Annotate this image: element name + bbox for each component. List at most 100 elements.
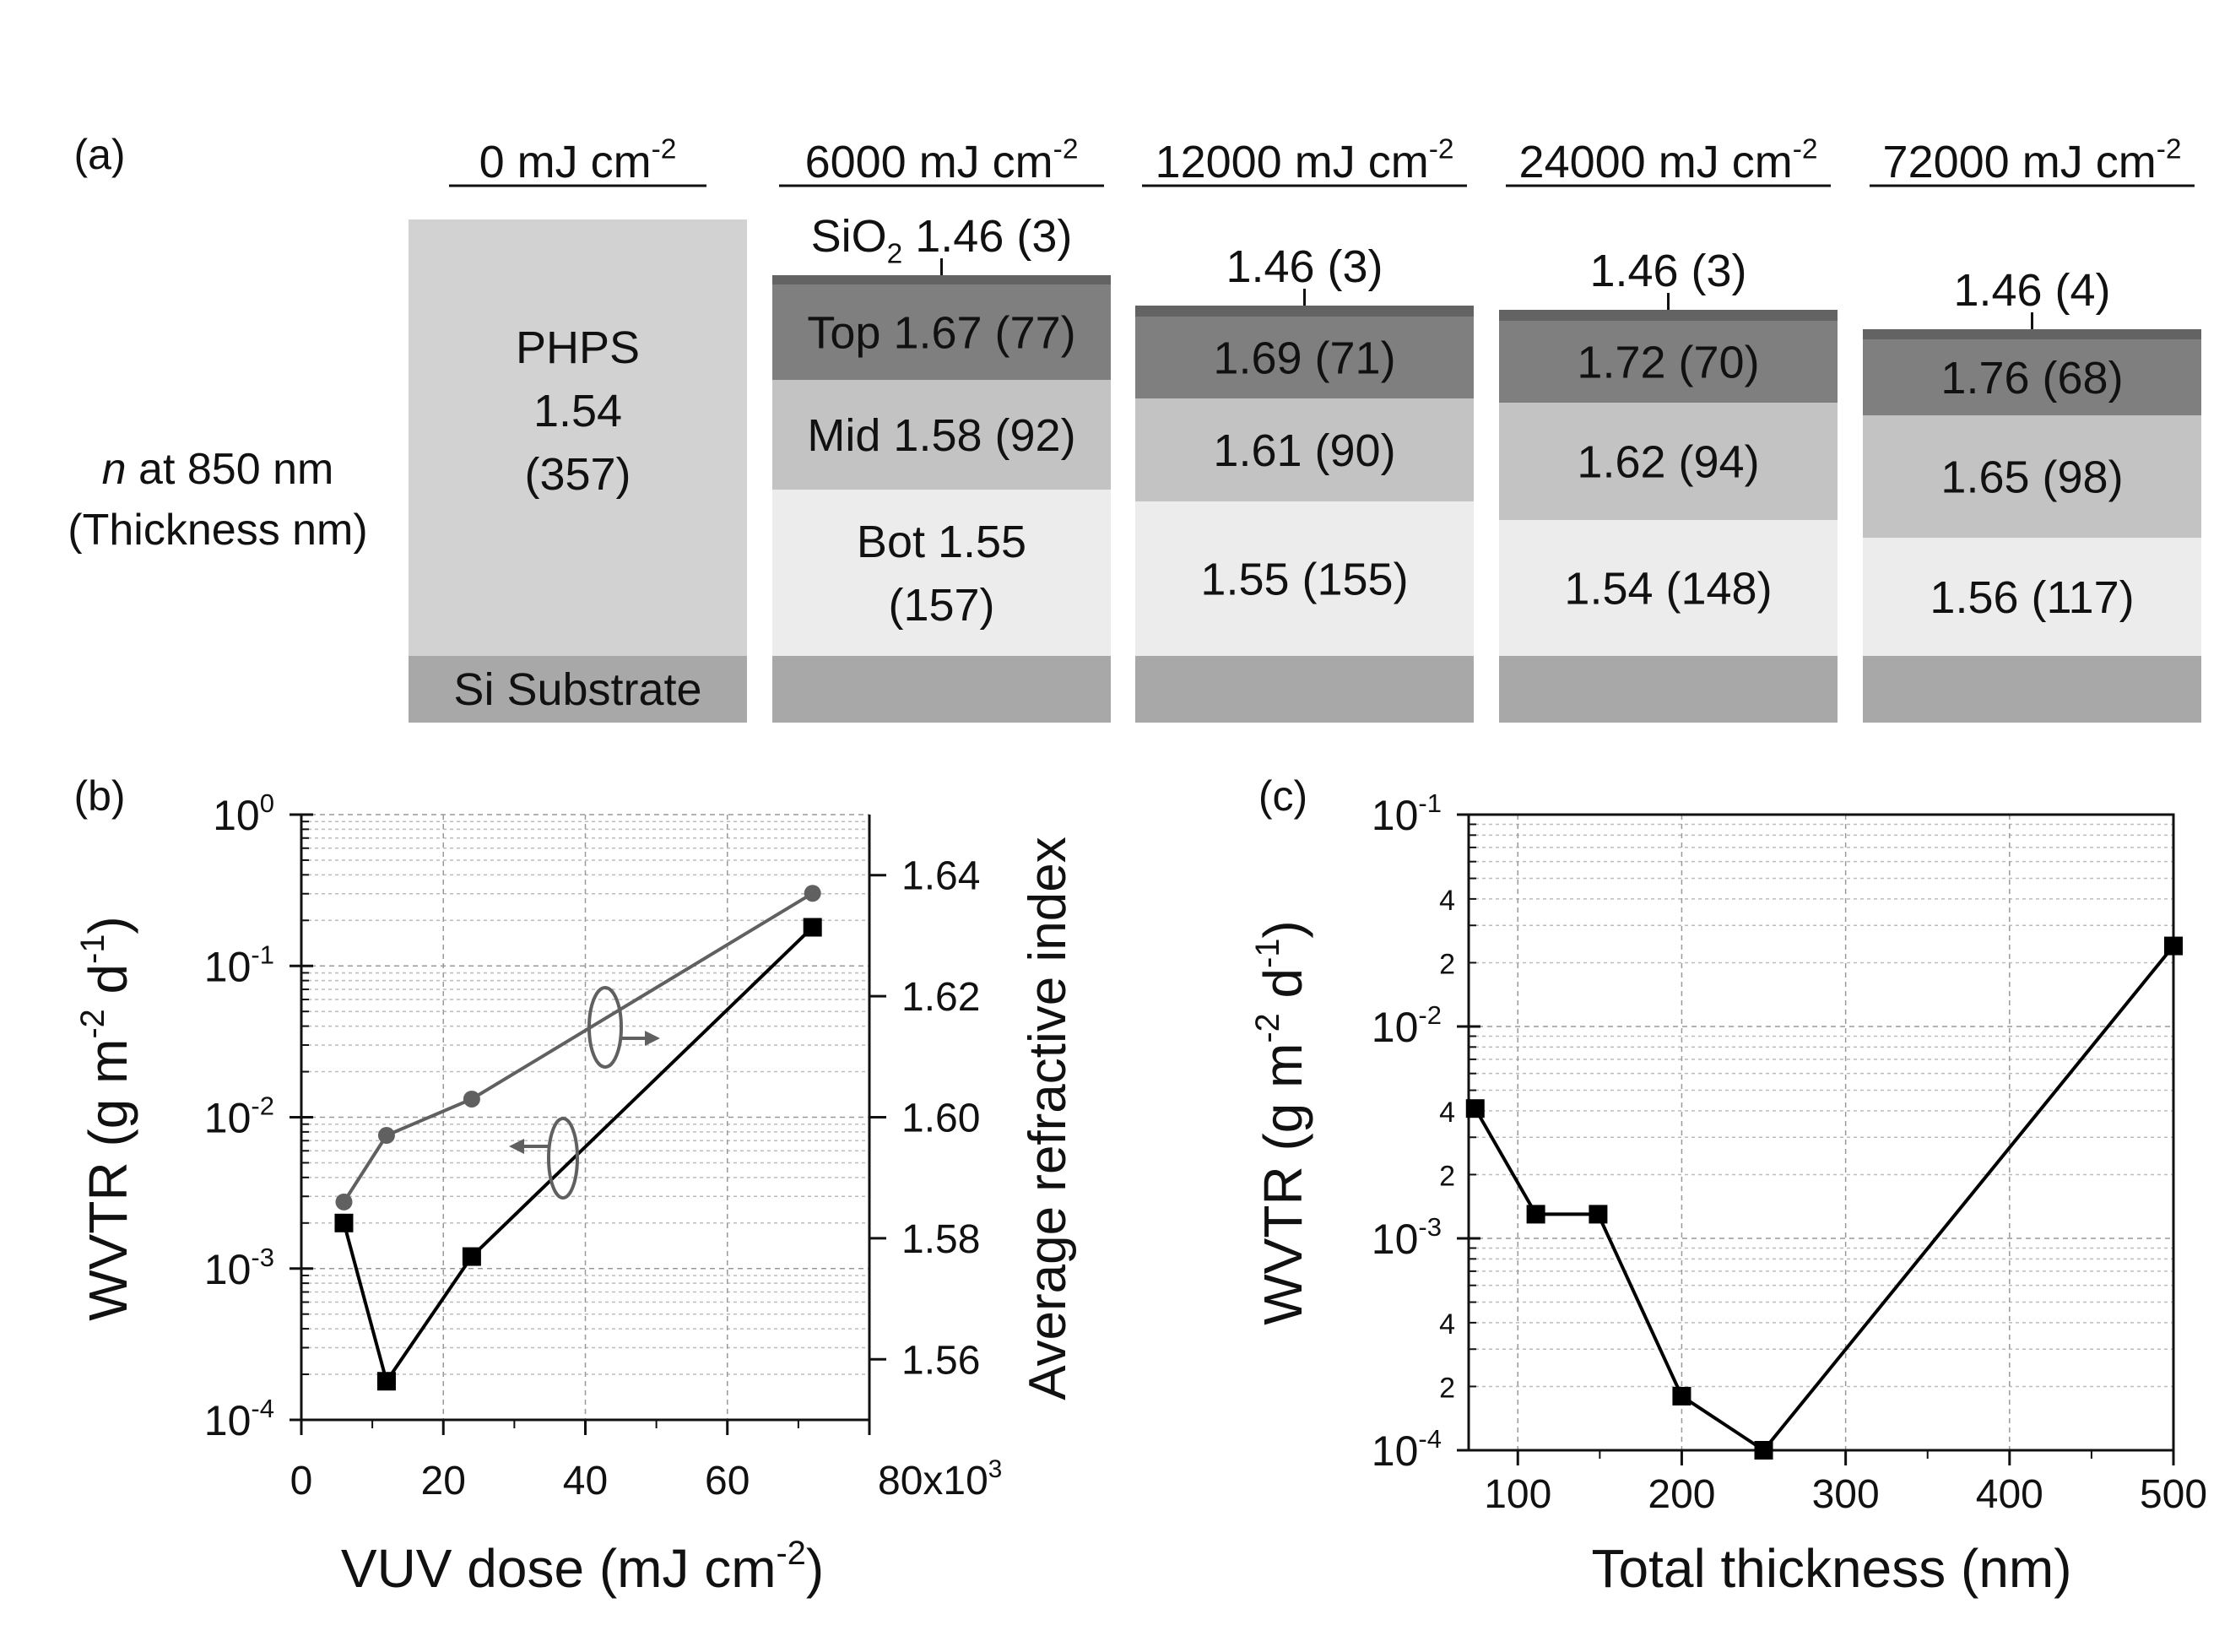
sio2-label: SiO2 1.46 (3) (811, 211, 1073, 270)
x-tick-label: 40 (563, 1459, 608, 1503)
bot-layer-thickness: (157) (888, 580, 994, 631)
y2-tick-label: 1.62 (901, 975, 980, 1020)
phps-thickness: (357) (524, 449, 631, 500)
index-data-point (335, 1194, 352, 1211)
mid-layer-label: 1.61 (90) (1213, 425, 1395, 476)
panel-label-a: (a) (73, 131, 125, 178)
panel-a-layer-stack: (a) n at 850 nm (Thickness nm) 0 mJ cm-2 PHP… (68, 131, 2201, 723)
y-tick-label: 10-1 (204, 940, 274, 990)
wvtr-thickness-point (1672, 1387, 1691, 1406)
wvtr-data-point (463, 1248, 481, 1266)
y-tick-label: 10-1 (1372, 788, 1442, 839)
wvtr-thickness-point (1527, 1205, 1545, 1223)
row-label-thickness: (Thickness nm) (68, 506, 367, 555)
y-minor-tick-label: 4 (1439, 1308, 1455, 1341)
sio2-label: 1.46 (3) (1589, 246, 1746, 296)
panel-c-chart: (c) 4 2 4 2 4 2 10-1 10-2 10-3 10-4 100 200 300 400 500… (1249, 772, 2207, 1599)
x-tick-label: 500 (2140, 1472, 2207, 1517)
dose-header: 12000 mJ cm-2 (1156, 133, 1454, 187)
wvtr-thickness-point (2164, 937, 2183, 956)
sio2-layer (1135, 306, 1474, 317)
x-tick-label: 200 (1648, 1472, 1715, 1517)
right-arrow-head (645, 1031, 660, 1046)
mid-layer-label: Mid 1.58 (92) (807, 410, 1075, 461)
mid-layer-label: 1.65 (98) (1940, 452, 2123, 503)
sio2-layer (1499, 310, 1838, 321)
y-tick-label: 10-4 (204, 1394, 274, 1444)
x-tick-label: 400 (1976, 1472, 2043, 1517)
x-axis-title: Total thickness (nm) (1591, 1538, 2071, 1599)
y-minor-tick-label: 2 (1439, 948, 1455, 980)
dose-header: 6000 mJ cm-2 (805, 133, 1079, 187)
panel-label-b: (b) (73, 772, 125, 820)
wvtr-thickness-point (1589, 1205, 1607, 1223)
bot-layer-label: Bot 1.55 (857, 517, 1026, 567)
top-layer-label: 1.72 (70) (1577, 338, 1759, 388)
dose-header: 0 mJ cm-2 (479, 133, 677, 187)
layer-stack-column: 6000 mJ cm-2 SiO2 1.46 (3) Top 1.67 (77) Mi… (772, 133, 1111, 723)
si-substrate (1499, 656, 1838, 723)
wvtr-data-point (377, 1372, 396, 1390)
sio2-label: 1.46 (3) (1226, 241, 1383, 292)
layer-stack-column: 0 mJ cm-2 PHPS 1.54 (357) Si Substrate (409, 133, 747, 723)
x-tick-label: 300 (1812, 1472, 1880, 1517)
y-axis-title: WVTR (g m-2 d-1) (74, 916, 138, 1320)
wvtr-data-point (334, 1214, 353, 1232)
figure: (a) n at 850 nm (Thickness nm) 0 mJ cm-2 PHP… (0, 0, 2230, 1652)
y-axis-title: WVTR (g m-2 d-1) (1249, 920, 1313, 1324)
top-layer-label: Top 1.67 (77) (807, 308, 1075, 359)
substrate-label: Si Substrate (453, 664, 701, 715)
x-tick-label: 0 (290, 1459, 313, 1503)
mid-layer-label: 1.62 (94) (1577, 437, 1759, 488)
sio2-layer (772, 275, 1111, 284)
y2-tick-label: 1.56 (901, 1338, 980, 1383)
y-tick-label: 10-3 (1372, 1212, 1442, 1263)
phps-name: PHPS (516, 322, 640, 373)
panel-b-chart: (b)10010-110-210-310-4020406080x1031.641… (73, 772, 1077, 1599)
bot-layer-label: 1.56 (117) (1930, 572, 2134, 623)
y2-axis-title: Average refractive index (1019, 837, 1077, 1400)
y-tick-label: 10-2 (1372, 1000, 1442, 1051)
y-minor-tick-label: 2 (1439, 1372, 1455, 1404)
x-tick-label: 60 (705, 1459, 750, 1503)
phps-layer (409, 219, 747, 656)
panel-label-c: (c) (1258, 772, 1307, 820)
bot-layer-label: 1.55 (155) (1200, 555, 1408, 605)
wvtr-thickness-point (1755, 1441, 1773, 1460)
y2-tick-label: 1.58 (901, 1217, 980, 1262)
y-tick-label: 10-2 (204, 1091, 274, 1142)
y-tick-label: 10-3 (204, 1243, 274, 1293)
layer-stack-column: 72000 mJ cm-2 1.46 (4) 1.76 (68) 1.65 (98) 1… (1863, 133, 2201, 723)
bot-layer-label: 1.54 (148) (1564, 564, 1772, 615)
sio2-label: 1.46 (4) (1953, 265, 2110, 316)
y2-tick-label: 1.60 (901, 1097, 980, 1141)
sio2-layer (1863, 329, 2201, 339)
layer-stack-column: 12000 mJ cm-2 1.46 (3) 1.69 (71) 1.61 (90) 1… (1135, 133, 1474, 723)
y-tick-label: 100 (213, 788, 274, 839)
top-layer-label: 1.69 (71) (1213, 333, 1395, 384)
index-data-point (378, 1127, 395, 1144)
index-data-point (804, 885, 821, 902)
y-minor-tick-label: 4 (1439, 885, 1455, 917)
dose-header: 24000 mJ cm-2 (1519, 133, 1818, 187)
y2-tick-label: 1.64 (901, 854, 980, 899)
wvtr-thickness-line (1475, 946, 2173, 1450)
wvtr-thickness-point (1466, 1099, 1485, 1118)
layer-stack-column: 24000 mJ cm-2 1.46 (3) 1.72 (70) 1.62 (94) 1… (1499, 133, 1838, 723)
x-tick-label: 20 (421, 1459, 466, 1503)
index-data-point (463, 1091, 480, 1108)
plot-frame (1469, 815, 2173, 1450)
x-tick-label: 100 (1484, 1472, 1551, 1517)
y-minor-tick-label: 4 (1439, 1097, 1455, 1129)
phps-index: 1.54 (533, 386, 622, 436)
row-label-n: n at 850 nm (102, 445, 334, 494)
si-substrate (1135, 656, 1474, 723)
bot-layer (772, 490, 1111, 656)
si-substrate (1863, 656, 2201, 723)
y-minor-tick-label: 2 (1439, 1160, 1455, 1192)
dose-header: 72000 mJ cm-2 (1883, 133, 2182, 187)
si-substrate (772, 656, 1111, 723)
top-layer-label: 1.76 (68) (1940, 353, 2123, 404)
y-tick-label: 10-4 (1372, 1424, 1442, 1475)
x-axis-title: VUV dose (mJ cm-2) (341, 1535, 824, 1599)
